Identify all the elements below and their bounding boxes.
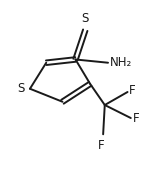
- Text: F: F: [132, 112, 139, 125]
- Text: S: S: [82, 12, 89, 25]
- Text: NH₂: NH₂: [110, 56, 132, 69]
- Text: F: F: [98, 139, 105, 152]
- Text: F: F: [129, 84, 136, 97]
- Text: S: S: [17, 82, 24, 95]
